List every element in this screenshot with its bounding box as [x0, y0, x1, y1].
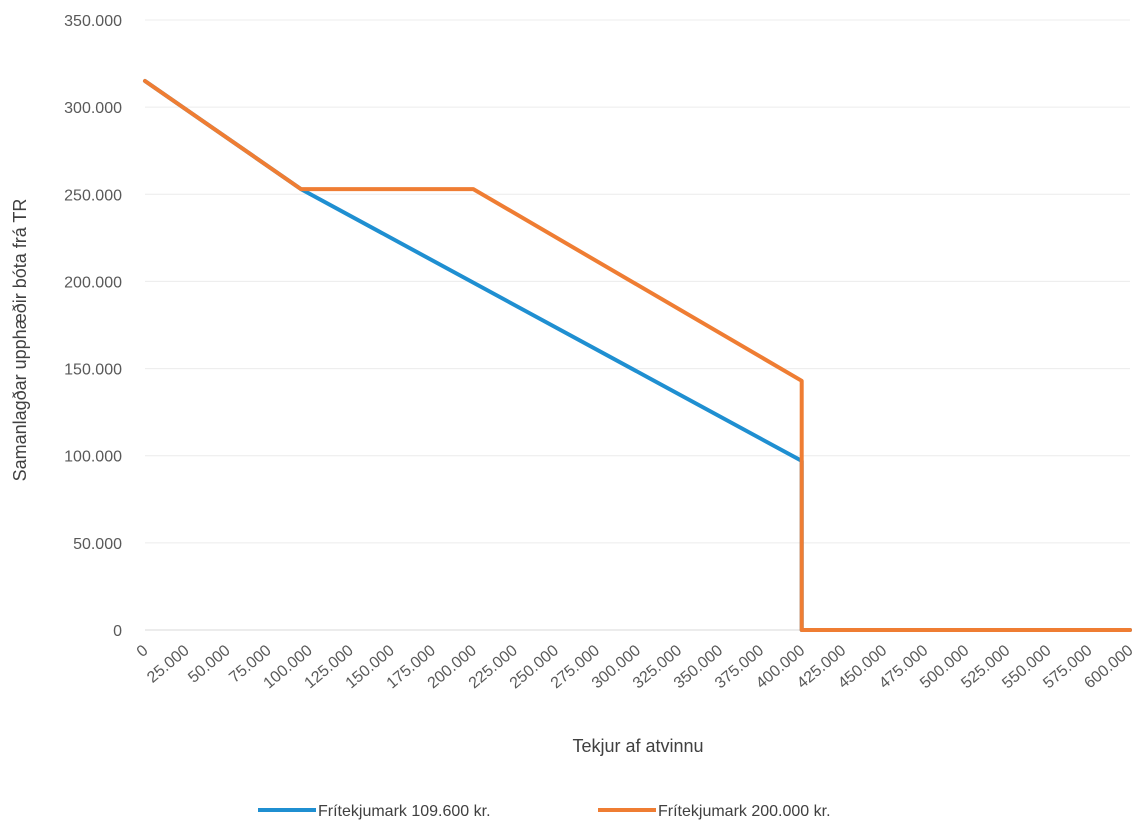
y-axis-title: Samanlagðar upphæðir bóta frá TR — [10, 199, 30, 482]
gridlines — [145, 19, 1130, 631]
series-line-1 — [143, 79, 1132, 632]
y-tick-label: 200.000 — [64, 274, 122, 291]
x-tick-label: 50.000 — [185, 642, 233, 687]
y-tick-label: 50.000 — [73, 536, 122, 553]
y-tick-label: 350.000 — [64, 13, 122, 30]
x-tick-label: 25.000 — [144, 642, 192, 687]
x-axis-title: Tekjur af atvinnu — [572, 736, 703, 756]
series-lines — [143, 79, 1132, 632]
y-tick-label: 300.000 — [64, 100, 122, 117]
legend: Frítekjumark 109.600 kr. Frítekjumark 200… — [258, 803, 831, 820]
x-tick-label: 0 — [134, 642, 152, 661]
series-line-2 — [143, 79, 1132, 632]
x-axis-ticks: 025.00050.00075.000100.000125.000150.000… — [134, 642, 1137, 692]
legend-label-1: Frítekjumark 109.600 kr. — [318, 803, 491, 820]
y-axis-ticks: 0 50.000 100.000 150.000 200.000 250.000 300.0… — [64, 13, 122, 640]
y-tick-label: 100.000 — [64, 449, 122, 466]
y-tick-label: 0 — [113, 623, 122, 640]
legend-label-2: Frítekjumark 200.000 kr. — [658, 803, 831, 820]
y-tick-label: 150.000 — [64, 362, 122, 379]
y-tick-label: 250.000 — [64, 187, 122, 204]
